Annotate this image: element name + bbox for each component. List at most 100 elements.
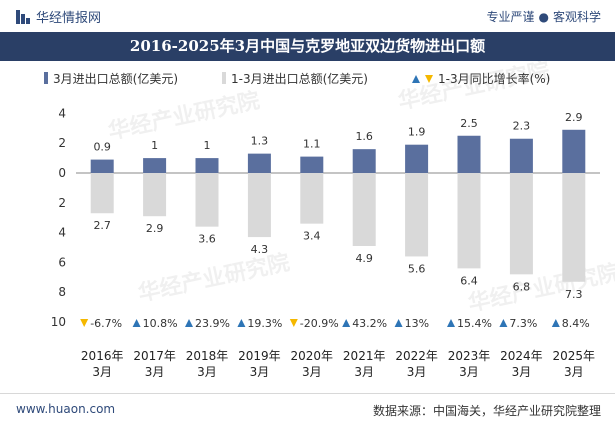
- data-label-march: 1: [204, 139, 211, 152]
- growth-marker-up: [499, 319, 508, 327]
- slogan-left: 专业严谨: [486, 10, 535, 24]
- bar-ytd: [457, 173, 481, 269]
- x-tick-label-month: 3月: [250, 365, 270, 379]
- data-label-march: 2.3: [513, 120, 531, 133]
- y-tick-label: 0: [58, 166, 66, 180]
- x-tick-label-month: 3月: [92, 365, 112, 379]
- legend-label-ytd: 1-3月进出口总额(亿美元): [231, 71, 368, 86]
- footer: www.huaon.com 数据来源：中国海关，华经产业研究院整理: [0, 393, 615, 428]
- y-tick-label: 4: [58, 226, 66, 240]
- data-label-ytd: 2.9: [146, 222, 164, 235]
- watermark: 华经产业研究院: [136, 249, 292, 306]
- data-label-march: 1.9: [408, 126, 426, 139]
- legend-marker-down: [425, 75, 433, 83]
- data-label-march: 1.3: [251, 135, 269, 148]
- growth-label: 19.3%: [247, 317, 282, 330]
- growth-marker-up: [342, 319, 351, 327]
- growth-marker-up: [185, 319, 193, 327]
- x-tick-label-month: 3月: [564, 365, 584, 379]
- growth-marker-down: [289, 319, 298, 327]
- bar-ytd: [509, 173, 533, 275]
- data-label-ytd: 3.4: [303, 230, 321, 243]
- y-tick-label: 6: [58, 255, 66, 269]
- data-label-ytd: 3.6: [198, 233, 216, 246]
- growth-label: 8.4%: [562, 317, 590, 330]
- x-tick-label-month: 3月: [459, 365, 479, 379]
- x-tick-label-year: 2023年: [448, 349, 491, 363]
- data-label-march: 2.9: [565, 111, 583, 124]
- title-bar: 2016-2025年3月中国与克罗地亚双边货物进出口额: [0, 32, 615, 61]
- bar-march: [562, 129, 586, 173]
- bar-march: [457, 135, 481, 173]
- growth-marker-up: [132, 319, 141, 327]
- x-tick-label-month: 3月: [512, 365, 532, 379]
- footer-source: 数据来源：中国海关，华经产业研究院整理: [372, 404, 601, 418]
- legend-marker-up: [412, 75, 420, 83]
- y-tick-label: 2: [58, 136, 66, 150]
- data-label-ytd: 7.3: [565, 288, 583, 301]
- bar-ytd: [405, 173, 429, 257]
- growth-marker-up: [551, 319, 560, 327]
- legend-swatch-march: [44, 72, 48, 84]
- data-label-march: 2.5: [460, 117, 478, 130]
- growth-marker-up: [447, 319, 455, 327]
- data-label-march: 1: [151, 139, 158, 152]
- x-tick-label-year: 2022年: [395, 349, 438, 363]
- bar-ytd: [562, 173, 586, 282]
- bar-march: [247, 153, 271, 173]
- bar-march: [352, 149, 376, 173]
- bar-march: [143, 158, 167, 173]
- growth-label: 43.2%: [352, 317, 387, 330]
- x-tick-label-year: 2021年: [343, 349, 386, 363]
- data-label-ytd: 5.6: [408, 262, 426, 275]
- data-label-march: 0.9: [93, 141, 111, 154]
- growth-label: -20.9%: [300, 317, 339, 330]
- watermark: 华经产业研究院: [466, 259, 615, 316]
- x-tick-label-year: 2025年: [553, 349, 596, 363]
- x-tick-label-month: 3月: [302, 365, 322, 379]
- x-tick-label-year: 2016年: [81, 349, 124, 363]
- bar-march: [509, 138, 533, 173]
- legend-label-growth: 1-3月同比增长率(%): [438, 71, 550, 86]
- data-label-march: 1.6: [355, 130, 373, 143]
- bar-ytd: [195, 173, 219, 227]
- data-label-ytd: 4.3: [251, 243, 269, 256]
- x-tick-label-month: 3月: [145, 365, 165, 379]
- x-tick-label-year: 2019年: [238, 349, 281, 363]
- x-tick-label-month: 3月: [354, 365, 374, 379]
- bar-march: [405, 144, 429, 173]
- growth-marker-down: [80, 319, 89, 327]
- watermark: 华经产业研究院: [106, 87, 262, 144]
- growth-marker-up: [394, 319, 403, 327]
- growth-label: -6.7%: [90, 317, 122, 330]
- bar-ytd: [143, 173, 167, 217]
- x-tick-label-month: 3月: [407, 365, 427, 379]
- growth-label: 23.9%: [195, 317, 230, 330]
- legend-label-march: 3月进出口总额(亿美元): [53, 71, 178, 86]
- bar-ytd: [247, 173, 271, 238]
- x-tick-label-year: 2020年: [291, 349, 334, 363]
- brand-name: 华经情报网: [36, 11, 102, 26]
- growth-label: 7.3%: [509, 317, 537, 330]
- bar-march: [90, 159, 114, 173]
- y-tick-label: 4: [58, 106, 66, 120]
- x-tick-label-month: 3月: [197, 365, 217, 379]
- brand: 华经情报网: [16, 7, 101, 26]
- bar-ytd: [90, 173, 114, 214]
- slogan-right: 客观科学: [552, 10, 601, 24]
- data-label-ytd: 6.8: [513, 280, 531, 293]
- x-tick-label-year: 2017年: [133, 349, 176, 363]
- x-tick-label-year: 2024年: [500, 349, 543, 363]
- watermark: 华经产业研究院: [396, 61, 552, 115]
- bar-march: [195, 158, 219, 173]
- data-label-ytd: 6.4: [460, 274, 478, 287]
- slogan: 专业严谨 ● 客观科学: [486, 8, 601, 25]
- brand-logo-icon: [16, 9, 30, 24]
- legend-swatch-ytd: [222, 72, 226, 84]
- slogan-separator: ●: [538, 10, 549, 24]
- growth-label: 13%: [405, 317, 429, 330]
- bar-ytd: [352, 173, 376, 247]
- footer-url: www.huaon.com: [16, 402, 116, 416]
- data-label-march: 1.1: [303, 138, 321, 151]
